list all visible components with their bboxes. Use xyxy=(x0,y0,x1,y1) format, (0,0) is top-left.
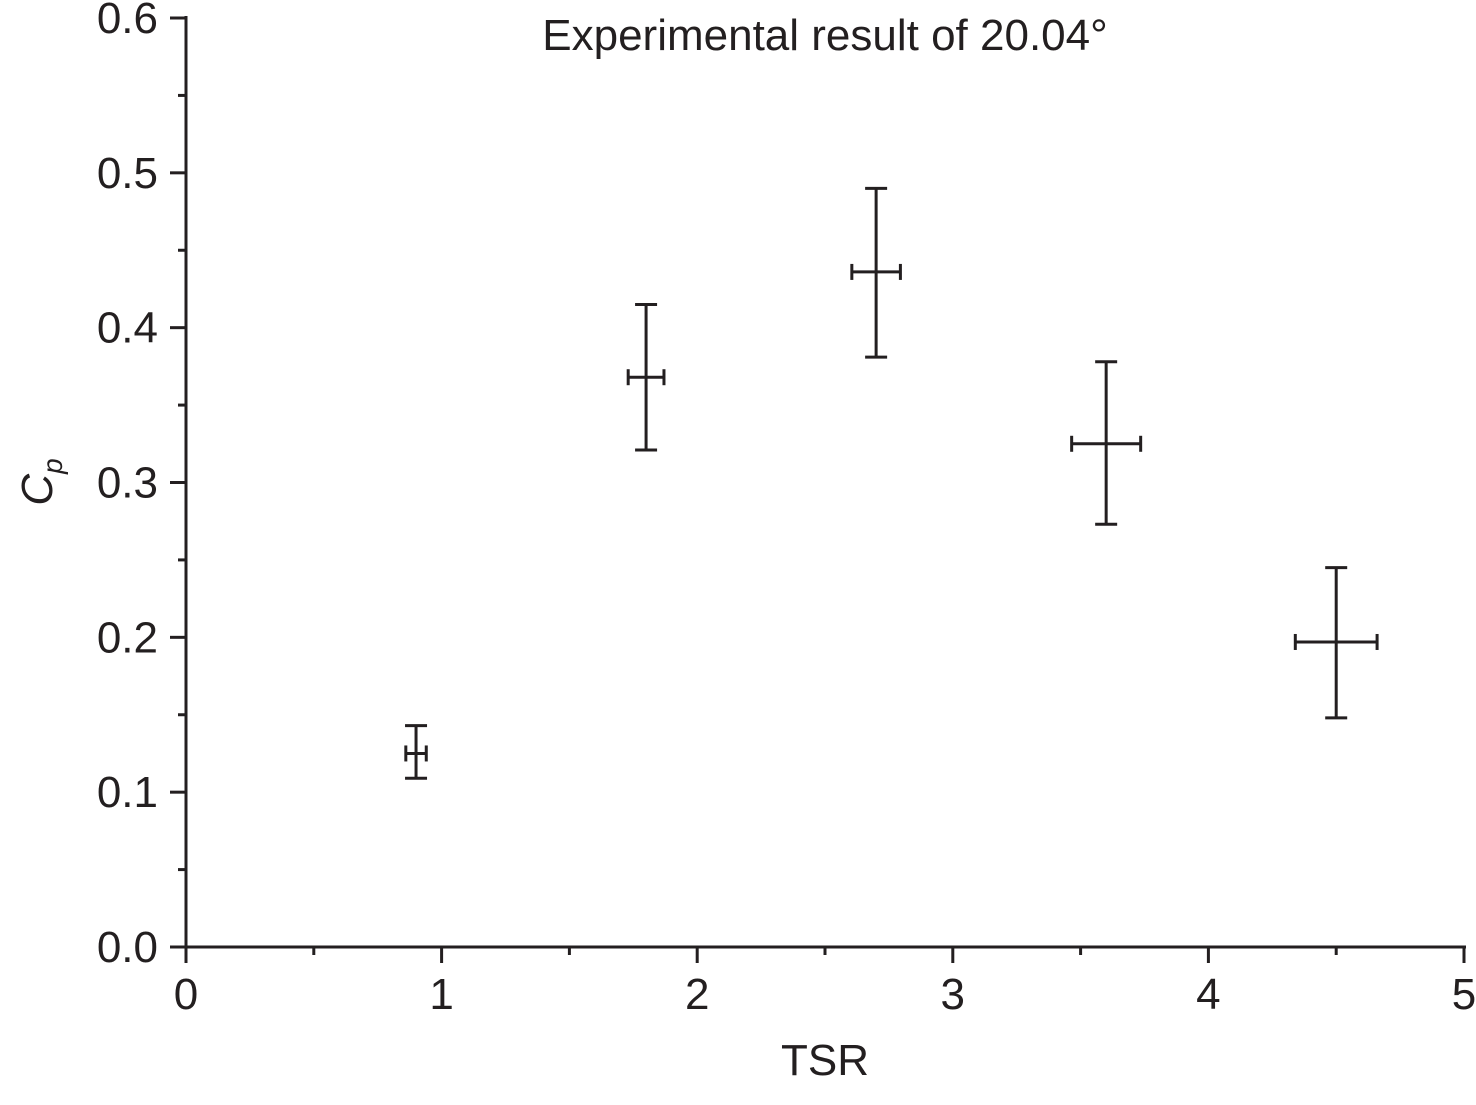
data-point xyxy=(626,302,666,452)
data-point xyxy=(850,186,902,359)
data-point xyxy=(1070,360,1143,526)
y-tick-label: 0.3 xyxy=(97,459,158,508)
x-tick-label: 2 xyxy=(685,970,709,1019)
y-axis-label: Cp xyxy=(13,458,68,505)
x-tick-label: 1 xyxy=(429,970,453,1019)
y-tick-label: 0.6 xyxy=(97,0,158,43)
axes: 0.0 0.1 0.2 0.3 0.4 0.5 0.6 0 1 2 3 4 5 xyxy=(97,0,1476,1019)
data-point xyxy=(1293,566,1379,720)
x-tick-label: 0 xyxy=(174,970,198,1019)
y-tick-label: 0.1 xyxy=(97,768,158,817)
chart-title: Experimental result of 20.04° xyxy=(542,11,1107,60)
x-axis-label: TSR xyxy=(781,1036,869,1085)
y-tick-label: 0.2 xyxy=(97,613,158,662)
data-point xyxy=(404,724,428,780)
y-tick-label: 0.0 xyxy=(97,923,158,972)
y-tick-label: 0.4 xyxy=(97,304,158,353)
x-tick-label: 3 xyxy=(941,970,965,1019)
data-points xyxy=(404,186,1379,780)
y-tick-label: 0.5 xyxy=(97,149,158,198)
y-axis-label-group: Cp xyxy=(13,458,68,505)
x-tick-label: 4 xyxy=(1196,970,1220,1019)
x-tick-label: 5 xyxy=(1452,970,1476,1019)
